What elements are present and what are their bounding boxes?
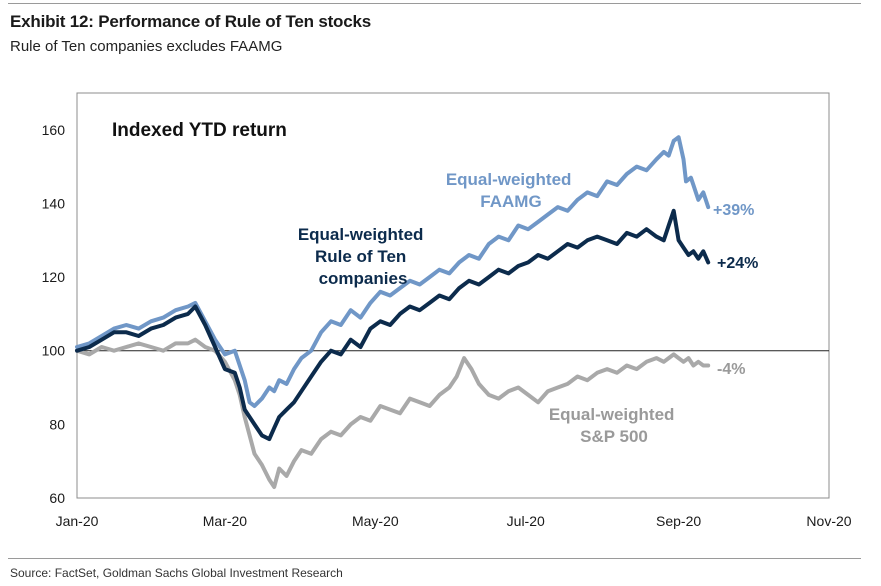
bottom-rule xyxy=(8,558,861,559)
series-line-rule-of-ten xyxy=(75,208,711,442)
series-label-faamg-line-1: Equal-weighted xyxy=(446,170,572,189)
end-label-rule-of-ten: +24% xyxy=(717,255,758,272)
x-tick-label: Jan-20 xyxy=(56,513,99,529)
y-tick-label: 60 xyxy=(49,490,65,506)
y-tick-label: 140 xyxy=(42,195,66,211)
y-tick-label: 120 xyxy=(42,269,66,285)
series-line-faamg xyxy=(75,135,711,408)
series-label-sp500-line-2: S&P 500 xyxy=(580,427,648,446)
x-tick-label: May-20 xyxy=(352,513,399,529)
series-label-faamg-line-2: FAAMG xyxy=(480,192,541,211)
plot-frame xyxy=(76,92,830,499)
end-label-sp500: -4% xyxy=(717,361,745,378)
series-label-rule-of-ten-line-1: Equal-weighted xyxy=(298,225,424,244)
end-label-faamg: +39% xyxy=(713,202,754,219)
y-tick-label: 80 xyxy=(49,416,65,432)
y-tick-label: 160 xyxy=(42,122,66,138)
series-label-rule-of-ten: Equal-weighted Rule of Ten companies xyxy=(298,225,428,288)
series-label-rule-of-ten-line-2: Rule of Ten xyxy=(315,247,406,266)
top-rule xyxy=(8,3,861,4)
x-tick-label: Mar-20 xyxy=(203,513,248,529)
series-label-sp500-line-1: Equal-weighted xyxy=(549,405,675,424)
chart-inner-title: Indexed YTD return xyxy=(112,120,287,141)
exhibit-title: Exhibit 12: Performance of Rule of Ten s… xyxy=(10,12,371,31)
x-tick-label: Nov-20 xyxy=(806,513,851,529)
series-label-rule-of-ten-line-3: companies xyxy=(319,269,408,288)
x-tick-label: Sep-20 xyxy=(656,513,701,529)
source-note: Source: FactSet, Goldman Sachs Global In… xyxy=(10,566,343,580)
y-tick-label: 100 xyxy=(42,343,66,359)
series-label-faamg: Equal-weighted FAAMG xyxy=(446,170,576,211)
exhibit-subtitle: Rule of Ten companies excludes FAAMG xyxy=(10,38,283,55)
series-label-sp500: Equal-weighted S&P 500 xyxy=(549,405,679,446)
x-tick-label: Jul-20 xyxy=(507,513,545,529)
